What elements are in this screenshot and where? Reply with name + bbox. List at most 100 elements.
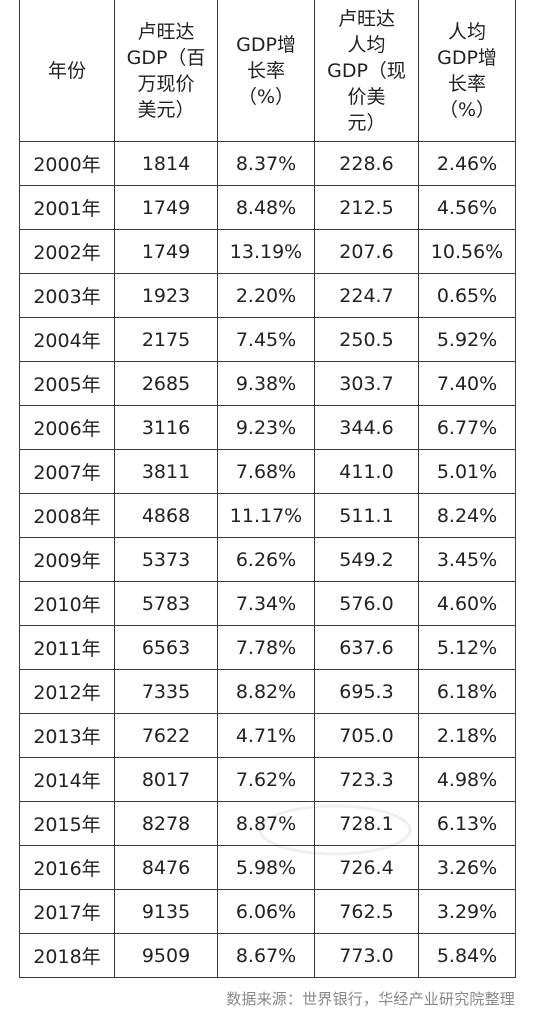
cell-gdp-growth: 7.78%: [217, 625, 315, 670]
cell-gdp: 3116: [114, 405, 218, 450]
table-row: 2000年 1814 8.37% 228.6 2.46%: [19, 141, 516, 186]
cell-gdp-per-capita: 250.5: [314, 317, 419, 362]
cell-gdp-per-capita: 773.0: [314, 933, 419, 978]
cell-gdp-per-capita: 212.5: [314, 185, 419, 230]
cell-gdp: 8278: [114, 801, 218, 846]
cell-gdp-growth: 8.87%: [217, 801, 315, 846]
cell-gdp-per-capita: 549.2: [314, 537, 419, 582]
cell-gdp-per-capita: 728.1: [314, 801, 419, 846]
table-row: 2001年 1749 8.48% 212.5 4.56%: [19, 185, 516, 230]
header-year: 年份: [19, 0, 115, 142]
cell-gdp: 4868: [114, 493, 218, 538]
cell-year: 2018年: [19, 933, 115, 978]
cell-gdp-per-capita: 726.4: [314, 845, 419, 890]
cell-per-capita-growth: 3.26%: [418, 845, 516, 890]
cell-gdp: 1749: [114, 185, 218, 230]
cell-gdp-growth: 8.67%: [217, 933, 315, 978]
cell-gdp-per-capita: 576.0: [314, 581, 419, 626]
cell-gdp-per-capita: 637.6: [314, 625, 419, 670]
cell-per-capita-growth: 6.18%: [418, 669, 516, 714]
table-row: 2014年 8017 7.62% 723.3 4.98%: [19, 757, 516, 802]
cell-gdp-growth: 11.17%: [217, 493, 315, 538]
cell-per-capita-growth: 8.24%: [418, 493, 516, 538]
table-row: 2009年 5373 6.26% 549.2 3.45%: [19, 537, 516, 582]
cell-year: 2008年: [19, 493, 115, 538]
cell-gdp-growth: 8.37%: [217, 141, 315, 186]
table-header: 年份 卢旺达 GDP（百 万现价 美元） GDP增 长率 （%） 卢旺达 人均 …: [19, 0, 516, 142]
cell-year: 2006年: [19, 405, 115, 450]
cell-per-capita-growth: 4.98%: [418, 757, 516, 802]
cell-gdp-growth: 13.19%: [217, 229, 315, 274]
table-row: 2008年 4868 11.17% 511.1 8.24%: [19, 493, 516, 538]
cell-gdp-growth: 6.26%: [217, 537, 315, 582]
cell-per-capita-growth: 5.84%: [418, 933, 516, 978]
header-gdp-growth: GDP增 长率 （%）: [217, 0, 315, 142]
cell-gdp-per-capita: 228.6: [314, 141, 419, 186]
cell-gdp-growth: 8.48%: [217, 185, 315, 230]
cell-year: 2010年: [19, 581, 115, 626]
cell-per-capita-growth: 0.65%: [418, 273, 516, 318]
cell-gdp-growth: 9.38%: [217, 361, 315, 406]
cell-year: 2012年: [19, 669, 115, 714]
cell-year: 2005年: [19, 361, 115, 406]
cell-gdp: 3811: [114, 449, 218, 494]
table-row: 2011年 6563 7.78% 637.6 5.12%: [19, 625, 516, 670]
cell-per-capita-growth: 5.01%: [418, 449, 516, 494]
cell-gdp-per-capita: 411.0: [314, 449, 419, 494]
cell-gdp-per-capita: 224.7: [314, 273, 419, 318]
cell-gdp-growth: 9.23%: [217, 405, 315, 450]
cell-year: 2009年: [19, 537, 115, 582]
data-table-container: 年份 卢旺达 GDP（百 万现价 美元） GDP增 长率 （%） 卢旺达 人均 …: [19, 0, 516, 978]
cell-year: 2015年: [19, 801, 115, 846]
cell-gdp: 2175: [114, 317, 218, 362]
cell-gdp-per-capita: 695.3: [314, 669, 419, 714]
cell-year: 2004年: [19, 317, 115, 362]
table-body: 2000年 1814 8.37% 228.6 2.46% 2001年 1749 8.48% 21…: [19, 141, 516, 978]
header-row: 年份 卢旺达 GDP（百 万现价 美元） GDP增 长率 （%） 卢旺达 人均 …: [19, 0, 516, 142]
cell-gdp: 5373: [114, 537, 218, 582]
cell-gdp: 2685: [114, 361, 218, 406]
table-row: 2005年 2685 9.38% 303.7 7.40%: [19, 361, 516, 406]
cell-gdp-growth: 7.34%: [217, 581, 315, 626]
cell-per-capita-growth: 2.46%: [418, 141, 516, 186]
cell-gdp-growth: 7.45%: [217, 317, 315, 362]
cell-gdp: 8017: [114, 757, 218, 802]
header-per-capita-growth: 人均 GDP增 长率 （%）: [418, 0, 516, 142]
cell-gdp-growth: 2.20%: [217, 273, 315, 318]
cell-year: 2017年: [19, 889, 115, 934]
cell-gdp: 1749: [114, 229, 218, 274]
table-row: 2003年 1923 2.20% 224.7 0.65%: [19, 273, 516, 318]
cell-year: 2003年: [19, 273, 115, 318]
cell-gdp-per-capita: 511.1: [314, 493, 419, 538]
cell-gdp-per-capita: 303.7: [314, 361, 419, 406]
cell-year: 2011年: [19, 625, 115, 670]
cell-gdp: 7335: [114, 669, 218, 714]
cell-gdp-growth: 5.98%: [217, 845, 315, 890]
table-row: 2002年 1749 13.19% 207.6 10.56%: [19, 229, 516, 274]
cell-per-capita-growth: 6.77%: [418, 405, 516, 450]
table-row: 2007年 3811 7.68% 411.0 5.01%: [19, 449, 516, 494]
cell-gdp: 7622: [114, 713, 218, 758]
cell-gdp: 1923: [114, 273, 218, 318]
cell-per-capita-growth: 4.60%: [418, 581, 516, 626]
gdp-table: 年份 卢旺达 GDP（百 万现价 美元） GDP增 长率 （%） 卢旺达 人均 …: [19, 0, 516, 978]
cell-gdp: 1814: [114, 141, 218, 186]
cell-per-capita-growth: 5.92%: [418, 317, 516, 362]
cell-gdp: 8476: [114, 845, 218, 890]
table-row: 2016年 8476 5.98% 726.4 3.26%: [19, 845, 516, 890]
cell-per-capita-growth: 4.56%: [418, 185, 516, 230]
cell-gdp-growth: 7.68%: [217, 449, 315, 494]
table-row: 2006年 3116 9.23% 344.6 6.77%: [19, 405, 516, 450]
cell-year: 2014年: [19, 757, 115, 802]
cell-gdp-growth: 7.62%: [217, 757, 315, 802]
cell-gdp-per-capita: 344.6: [314, 405, 419, 450]
cell-year: 2013年: [19, 713, 115, 758]
header-gdp: 卢旺达 GDP（百 万现价 美元）: [114, 0, 218, 142]
cell-year: 2016年: [19, 845, 115, 890]
source-note: 数据来源：世界银行，华经产业研究院整理: [226, 990, 515, 1008]
cell-gdp: 9509: [114, 933, 218, 978]
cell-year: 2002年: [19, 229, 115, 274]
cell-gdp: 9135: [114, 889, 218, 934]
cell-year: 2007年: [19, 449, 115, 494]
table-row: 2018年 9509 8.67% 773.0 5.84%: [19, 933, 516, 978]
